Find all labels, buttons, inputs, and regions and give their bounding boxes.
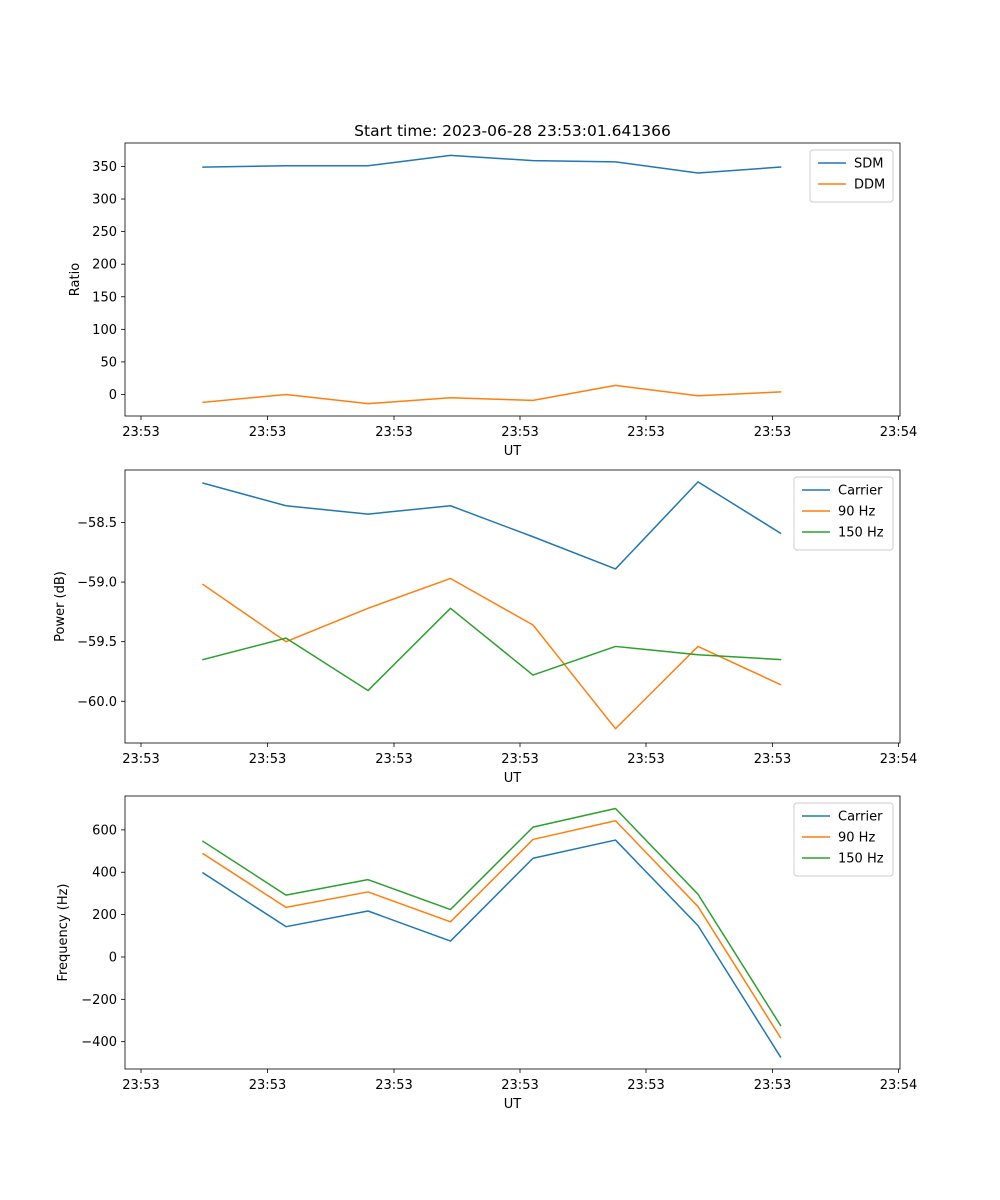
x-tick-label: 23:54	[880, 752, 917, 767]
legend-label: 150 Hz	[838, 852, 884, 867]
legend-label: 150 Hz	[838, 526, 884, 541]
x-tick-label: 23:53	[122, 752, 159, 767]
legend-label: 90 Hz	[838, 505, 875, 520]
y-tick-label: 350	[92, 160, 117, 175]
x-tick-label: 23:53	[501, 1078, 538, 1093]
axes-frame	[124, 469, 901, 744]
x-tick-label: 23:53	[249, 1078, 286, 1093]
x-tick-label: 23:53	[501, 752, 538, 767]
legend-label: Carrier	[838, 810, 883, 825]
series-line-carrier	[201, 839, 782, 1058]
y-tick-label: 250	[92, 225, 117, 240]
x-axis-label: UT	[504, 771, 522, 786]
x-tick-label: 23:53	[122, 1078, 159, 1093]
y-tick-label: 200	[92, 908, 117, 923]
subplot-1: 23:53 23:53 23:53 23:53 23:53 23:53 23:54 0 50 10…	[68, 142, 917, 459]
y-tick-label: 0	[109, 388, 117, 403]
x-tick-label: 23:53	[754, 425, 791, 440]
y-axis-label: Ratio	[68, 263, 83, 296]
y-tick-label: 300	[92, 193, 117, 208]
y-tick-label: 50	[100, 355, 117, 370]
y-tick-label: −58.5	[77, 516, 117, 531]
figure-title: Start time: 2023-06-28 23:53:01.641366	[354, 122, 671, 140]
y-tick-label: −400	[81, 1035, 117, 1050]
y-tick-label: −59.5	[77, 635, 117, 650]
y-axis-label: Power (dB)	[53, 571, 68, 642]
x-tick-label: 23:54	[880, 425, 917, 440]
x-tick-label: 23:53	[375, 1078, 412, 1093]
x-tick-label: 23:53	[501, 425, 538, 440]
x-tick-label: 23:53	[627, 1078, 664, 1093]
y-tick-label: −60.0	[77, 695, 117, 710]
series-line-90-hz	[201, 577, 782, 730]
x-axis-label: UT	[504, 444, 522, 459]
series-line-150-hz	[201, 807, 782, 1027]
x-tick-label: 23:53	[627, 752, 664, 767]
x-tick-label: 23:54	[880, 1078, 917, 1093]
y-tick-label: 150	[92, 290, 117, 305]
subplot-2: 23:53 23:53 23:53 23:53 23:53 23:53 23:54 −60.0…	[53, 469, 917, 786]
series-line-ddm	[202, 384, 782, 405]
y-tick-label: −59.0	[77, 576, 117, 591]
series-line-carrier	[202, 481, 782, 570]
x-tick-label: 23:53	[249, 425, 286, 440]
series-line-sdm	[202, 154, 782, 174]
y-tick-label: 400	[92, 866, 117, 881]
x-tick-label: 23:53	[122, 425, 159, 440]
y-tick-label: 200	[92, 258, 117, 273]
series-line-150-hz	[202, 607, 782, 692]
legend-label: Carrier	[838, 484, 883, 499]
x-tick-label: 23:53	[375, 425, 412, 440]
subplot-3: 23:53 23:53 23:53 23:53 23:53 23:53 23:54 −400 −…	[56, 795, 917, 1112]
y-tick-label: 0	[109, 950, 117, 965]
x-tick-label: 23:53	[249, 752, 286, 767]
legend-label: SDM	[854, 157, 883, 172]
y-tick-label: −200	[81, 993, 117, 1008]
y-axis-label: Frequency (Hz)	[56, 883, 71, 981]
axes-frame	[124, 142, 901, 417]
y-tick-label: 600	[92, 823, 117, 838]
x-tick-label: 23:53	[627, 425, 664, 440]
subplots: 23:53 23:53 23:53 23:53 23:53 23:53 23:54 0 50 10…	[53, 142, 917, 1112]
x-axis-label: UT	[504, 1097, 522, 1112]
x-tick-label: 23:53	[754, 1078, 791, 1093]
x-tick-label: 23:53	[754, 752, 791, 767]
axes-frame	[124, 795, 901, 1070]
y-tick-label: 100	[92, 323, 117, 338]
x-tick-label: 23:53	[375, 752, 412, 767]
legend-label: 90 Hz	[838, 831, 875, 846]
legend-label: DDM	[854, 178, 885, 193]
series-line-90-hz	[201, 820, 782, 1039]
